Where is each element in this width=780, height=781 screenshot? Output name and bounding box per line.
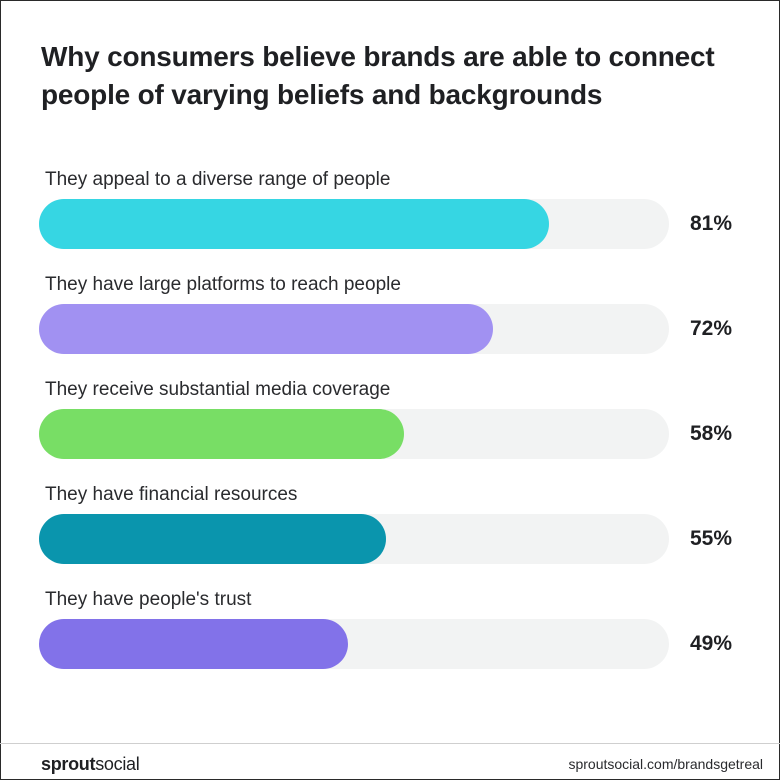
bar-value-label: 81% [690, 212, 733, 235]
bar-row: They appeal to a diverse range of people… [0, 168, 780, 273]
bar [39, 199, 549, 249]
bar-row: They receive substantial media coverage 5… [0, 378, 780, 483]
bar [39, 304, 493, 354]
bar-row: They have people's trust 49% [0, 588, 780, 693]
source-url: sproutsocial.com/brandsgetreal [568, 756, 763, 772]
bar-category-label: They have large platforms to reach peopl… [45, 274, 401, 295]
bar [39, 619, 348, 669]
brand-part2: social [95, 754, 140, 774]
bar-category-label: They have financial resources [45, 484, 298, 505]
bar-track [39, 409, 669, 459]
bar-track [39, 304, 669, 354]
bar-value-label: 72% [690, 317, 733, 340]
bar-track [39, 199, 669, 249]
bar-category-label: They receive substantial media coverage [45, 379, 391, 400]
bar-category-label: They appeal to a diverse range of people [45, 169, 391, 190]
bar-category-label: They have people's trust [45, 589, 252, 610]
bar-value-label: 49% [690, 632, 733, 655]
sproutsocial-logo: sproutsocial [41, 753, 140, 775]
bar-row: They have large platforms to reach peopl… [0, 273, 780, 378]
bar-track [39, 619, 669, 669]
bar-track [39, 514, 669, 564]
brand-part1: sprout [41, 754, 96, 774]
bar [39, 409, 404, 459]
bar [39, 514, 386, 564]
footer: sproutsocial sproutsocial.com/brandsgetr… [0, 743, 780, 781]
chart-title: Why consumers believe brands are able to… [41, 41, 715, 110]
bar-value-label: 58% [690, 422, 733, 445]
bar-row: They have financial resources 55% [0, 483, 780, 588]
bar-chart: They appeal to a diverse range of people… [0, 168, 780, 693]
bar-value-label: 55% [690, 527, 733, 550]
